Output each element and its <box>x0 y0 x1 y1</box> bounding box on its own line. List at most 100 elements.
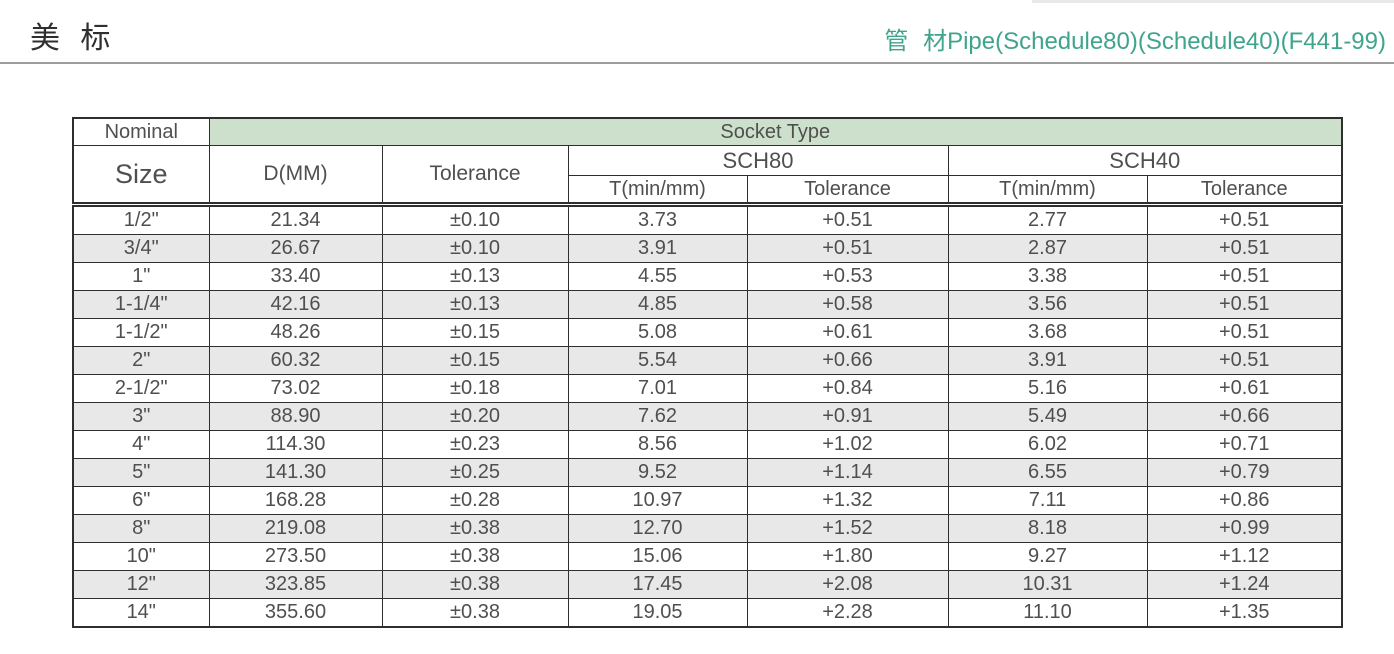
cell-d-mm: 168.28 <box>208 486 383 515</box>
cell-nominal-size: 1/2" <box>72 204 210 235</box>
table-row: 14" 355.60 ±0.38 19.05 +2.28 11.10 +1.35 <box>72 598 1343 628</box>
cell-sch80-t-min: 12.70 <box>567 514 748 543</box>
cell-tolerance: ±0.18 <box>381 374 569 403</box>
cell-sch40-t-min: 6.55 <box>947 458 1148 487</box>
cell-d-mm: 88.90 <box>208 402 383 431</box>
cell-nominal-size: 3" <box>72 402 210 431</box>
cell-sch40-t-min: 6.02 <box>947 430 1148 459</box>
cell-sch80-t-min: 19.05 <box>567 598 748 628</box>
cell-sch80-tolerance: +1.80 <box>746 542 949 571</box>
table-row: 1-1/4" 42.16 ±0.13 4.85 +0.58 3.56 +0.51 <box>72 290 1343 319</box>
cell-d-mm: 60.32 <box>208 346 383 375</box>
cell-sch40-t-min: 8.18 <box>947 514 1148 543</box>
cell-sch40-tolerance: +0.51 <box>1146 290 1343 319</box>
cell-d-mm: 114.30 <box>208 430 383 459</box>
cell-sch80-t-min: 10.97 <box>567 486 748 515</box>
table-row: 5" 141.30 ±0.25 9.52 +1.14 6.55 +0.79 <box>72 458 1343 487</box>
cell-sch80-t-min: 9.52 <box>567 458 748 487</box>
cell-sch40-tolerance: +0.61 <box>1146 374 1343 403</box>
cell-sch80-t-min: 8.56 <box>567 430 748 459</box>
cell-nominal-size: 3/4" <box>72 234 210 263</box>
cell-sch40-t-min: 7.11 <box>947 486 1148 515</box>
cell-d-mm: 48.26 <box>208 318 383 347</box>
cell-sch80-tolerance: +0.58 <box>746 290 949 319</box>
cell-nominal-size: 1-1/4" <box>72 290 210 319</box>
cell-sch40-tolerance: +0.51 <box>1146 204 1343 235</box>
cell-d-mm: 26.67 <box>208 234 383 263</box>
cell-tolerance: ±0.20 <box>381 402 569 431</box>
table-row: 2-1/2" 73.02 ±0.18 7.01 +0.84 5.16 +0.61 <box>72 374 1343 403</box>
cell-sch40-tolerance: +0.51 <box>1146 346 1343 375</box>
cell-nominal-size: 2" <box>72 346 210 375</box>
cell-tolerance: ±0.10 <box>381 234 569 263</box>
cell-sch80-tolerance: +2.28 <box>746 598 949 628</box>
cell-tolerance: ±0.13 <box>381 262 569 291</box>
cell-nominal-size: 8" <box>72 514 210 543</box>
cell-sch40-tolerance: +0.99 <box>1146 514 1343 543</box>
table-row: 1-1/2" 48.26 ±0.15 5.08 +0.61 3.68 +0.51 <box>72 318 1343 347</box>
cell-tolerance: ±0.10 <box>381 204 569 235</box>
cell-sch40-tolerance: +1.35 <box>1146 598 1343 628</box>
cell-sch40-t-min: 2.87 <box>947 234 1148 263</box>
page-title: 美 标 <box>30 22 112 55</box>
table-row: 1" 33.40 ±0.13 4.55 +0.53 3.38 +0.51 <box>72 262 1343 291</box>
cell-sch80-tolerance: +0.53 <box>746 262 949 291</box>
cell-sch40-tolerance: +1.12 <box>1146 542 1343 571</box>
cell-sch80-tolerance: +1.32 <box>746 486 949 515</box>
cell-sch80-tolerance: +0.51 <box>746 204 949 235</box>
header-sch80-t-min: T(min/mm) <box>567 175 748 207</box>
pipe-spec-table: Nominal Socket Type Size D(MM) Tolerance… <box>72 117 1343 628</box>
cell-sch80-tolerance: +1.14 <box>746 458 949 487</box>
header-tolerance: Tolerance <box>381 145 569 207</box>
cell-tolerance: ±0.23 <box>381 430 569 459</box>
title-divider <box>0 62 1394 64</box>
cell-d-mm: 323.85 <box>208 570 383 599</box>
cell-sch40-tolerance: +0.71 <box>1146 430 1343 459</box>
table-row: 3" 88.90 ±0.20 7.62 +0.91 5.49 +0.66 <box>72 402 1343 431</box>
cell-sch80-tolerance: +1.52 <box>746 514 949 543</box>
cell-sch40-tolerance: +0.51 <box>1146 234 1343 263</box>
cutoff-element-strip <box>1032 0 1394 3</box>
cell-sch40-tolerance: +0.66 <box>1146 402 1343 431</box>
table-row: 1/2" 21.34 ±0.10 3.73 +0.51 2.77 +0.51 <box>72 204 1343 235</box>
cell-d-mm: 273.50 <box>208 542 383 571</box>
cell-sch80-t-min: 3.91 <box>567 234 748 263</box>
cell-sch80-t-min: 7.01 <box>567 374 748 403</box>
cell-nominal-size: 12" <box>72 570 210 599</box>
cell-sch40-t-min: 2.77 <box>947 204 1148 235</box>
cell-sch80-tolerance: +2.08 <box>746 570 949 599</box>
cell-sch80-tolerance: +0.84 <box>746 374 949 403</box>
cell-nominal-size: 6" <box>72 486 210 515</box>
cell-nominal-size: 1-1/2" <box>72 318 210 347</box>
cell-tolerance: ±0.38 <box>381 598 569 628</box>
cell-sch40-t-min: 11.10 <box>947 598 1148 628</box>
cell-sch40-t-min: 9.27 <box>947 542 1148 571</box>
cell-sch40-t-min: 3.91 <box>947 346 1148 375</box>
cell-sch80-t-min: 5.54 <box>567 346 748 375</box>
cell-sch40-t-min: 10.31 <box>947 570 1148 599</box>
cell-sch80-t-min: 5.08 <box>567 318 748 347</box>
cell-sch80-t-min: 4.55 <box>567 262 748 291</box>
header-sch80: SCH80 <box>567 145 949 176</box>
table-row: 8" 219.08 ±0.38 12.70 +1.52 8.18 +0.99 <box>72 514 1343 543</box>
cell-sch40-t-min: 3.38 <box>947 262 1148 291</box>
header-d-mm: D(MM) <box>208 145 383 207</box>
cell-sch80-t-min: 17.45 <box>567 570 748 599</box>
cell-nominal-size: 1" <box>72 262 210 291</box>
cell-tolerance: ±0.15 <box>381 346 569 375</box>
cell-sch40-t-min: 3.56 <box>947 290 1148 319</box>
cell-nominal-size: 5" <box>72 458 210 487</box>
header-sch40: SCH40 <box>947 145 1343 176</box>
header-sch40-tolerance: Tolerance <box>1146 175 1343 207</box>
cell-d-mm: 219.08 <box>208 514 383 543</box>
table-header: Nominal Socket Type Size D(MM) Tolerance… <box>72 117 1343 207</box>
header-nominal: Nominal <box>72 117 210 146</box>
header-socket-type: Socket Type <box>208 117 1343 146</box>
cell-d-mm: 355.60 <box>208 598 383 628</box>
cell-sch40-tolerance: +0.51 <box>1146 262 1343 291</box>
section-title: 管 材Pipe(Schedule80)(Schedule40)(F441-99) <box>884 28 1386 55</box>
cell-tolerance: ±0.13 <box>381 290 569 319</box>
cell-sch80-t-min: 3.73 <box>567 204 748 235</box>
cell-sch80-t-min: 7.62 <box>567 402 748 431</box>
cell-sch80-t-min: 15.06 <box>567 542 748 571</box>
